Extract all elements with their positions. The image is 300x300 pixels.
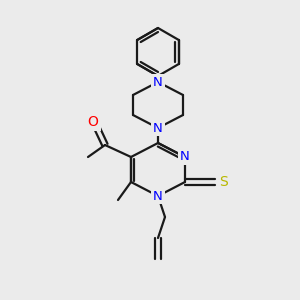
Text: N: N <box>153 76 163 88</box>
Text: N: N <box>180 151 190 164</box>
Text: N: N <box>153 122 163 134</box>
Text: O: O <box>88 115 98 129</box>
Text: N: N <box>153 190 163 202</box>
Text: S: S <box>219 175 227 189</box>
